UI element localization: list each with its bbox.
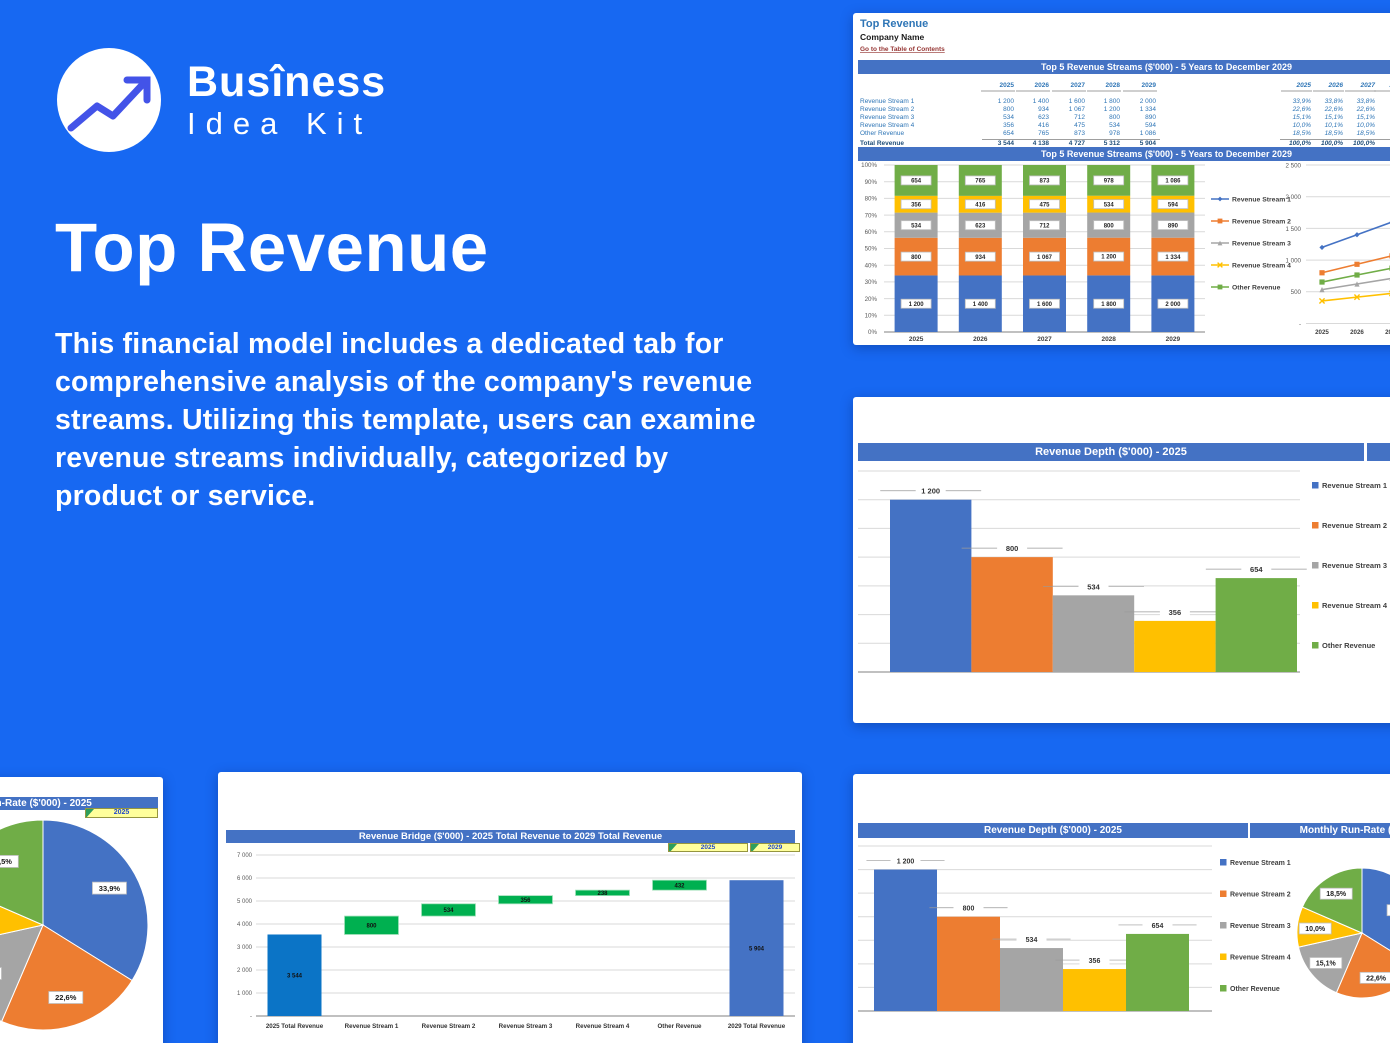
year-dropdown-bridge-end[interactable]: 2029 [750,843,800,852]
run-rate-header-bar-right: Monthly Run-Rate ($'000) - 2025 [1250,823,1390,838]
brand-name-block: Busîness Idea Kit [187,58,387,141]
panel-revenue-bridge [218,772,802,1043]
bridge-header-bar: Revenue Bridge ($'000) - 2025 Total Reve… [226,830,795,843]
page-description: This financial model includes a dedicate… [55,328,756,512]
panel-depth-and-run-rate [853,774,1390,1043]
depth-chart-header-bar: Revenue Depth ($'000) - 2025 [858,443,1364,461]
dropdown-corner-icon [669,844,677,851]
dropdown-value: 2025 [113,809,130,816]
table-header-bar: Top 5 Revenue Streams ($'000) - 5 Years … [858,60,1390,74]
dropdown-value: 2029 [767,844,783,851]
year-dropdown-runrate-left[interactable]: 2025 [85,808,158,818]
next-section-header-sliver [1367,443,1390,461]
dropdown-value: 2025 [700,844,716,851]
depth-chart-header-bar-bottom: Revenue Depth ($'000) - 2025 [858,823,1248,838]
stacked-chart-header-bar: Top 5 Revenue Streams ($'000) - 5 Years … [858,147,1390,161]
year-dropdown-bridge-start[interactable]: 2025 [668,843,748,852]
brand-name: Busîness [187,58,387,106]
dropdown-corner-icon [86,809,94,817]
brand-logo: Busîness Idea Kit [55,46,386,154]
page-title: Top Revenue [55,209,489,286]
run-rate-header-bar-left: Monthly Run-Rate ($'000) - 2025 [0,797,158,810]
brand-subname: Idea Kit [187,106,373,141]
dropdown-corner-icon [751,844,759,851]
trend-arrow-icon [57,48,161,152]
